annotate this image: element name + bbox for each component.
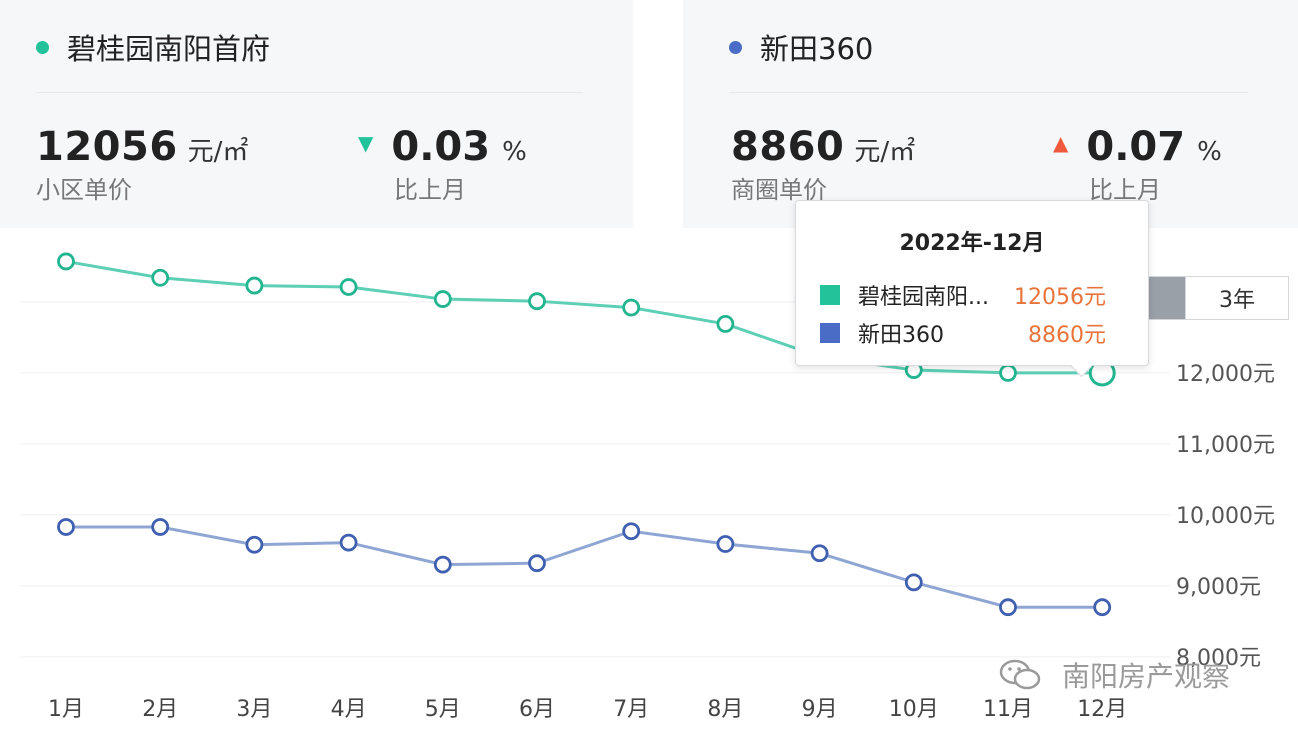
y-tick-label: 11,000元 [1176,433,1275,458]
up-arrow-icon: ▲ [1053,131,1069,155]
series-dot-icon [36,40,49,54]
tooltip-title: 2022年-12月 [899,231,1045,256]
watermark-text: 南阳房产观察 [1062,660,1231,693]
data-point [151,268,170,287]
y-tick-label: 12,000元 [1176,362,1275,387]
data-point [57,518,75,536]
data-point [433,290,452,308]
tooltip-series-name: 新田360 [858,323,944,348]
data-point [716,315,735,333]
data-point [999,363,1017,382]
series-swatch-icon [820,285,840,305]
data-point [622,298,641,317]
x-tick-label: 5月 [425,697,461,722]
data-point [1093,598,1112,617]
y-tick-label: 9,000元 [1176,575,1261,600]
month-change: ▼ 0.03 % [358,124,527,170]
district-price-unit: 元/㎡ [854,137,916,167]
data-point [245,276,264,295]
project-name-text: 碧桂园南阳首府 [67,32,271,66]
divider [729,92,1248,93]
district-price-value: 8860 [731,124,845,170]
series-dot-icon [729,40,742,54]
x-tick-label: 2月 [142,697,178,722]
data-point [151,518,170,536]
series-line [66,525,1103,609]
watermark: 南阳房产观察 [998,655,1230,695]
unit-price-unit: 元/㎡ [187,137,249,167]
data-point [528,292,546,311]
district-name-text: 新田360 [760,32,874,66]
data-point [904,573,923,592]
range-selector: 3年 [1148,276,1289,320]
range-option-3y[interactable]: 3年 [1185,276,1289,320]
x-tick-label: 4月 [331,697,367,722]
district-summary-card: 新田360 8860 元/㎡ 商圈单价 ▲ 0.07 % 比上月 [683,0,1298,228]
x-tick-label: 11月 [983,697,1033,722]
chart-tooltip: 2022年-12月 碧桂园南阳... 12056元 新田360 8860元 [795,200,1149,366]
data-point [716,535,735,553]
x-tick-label: 7月 [613,697,649,722]
price-trend-chart: 13,000元12,000元11,000元10,000元9,000元8,000元… [20,252,1275,722]
series-swatch-icon [820,323,840,343]
month-change-value: 0.03 [391,124,491,170]
divider [36,92,583,93]
x-tick-label: 1月 [48,697,84,722]
data-point [339,533,358,552]
data-point [622,522,641,541]
tooltip-series-value: 8860元 [1028,323,1106,348]
district-price: 8860 元/㎡ [731,124,915,170]
tooltip-row: 碧桂园南阳... 12056元 [820,279,1106,311]
data-point [433,555,452,574]
unit-price-value: 12056 [36,124,178,170]
down-arrow-icon: ▼ [358,131,374,155]
x-tick-label: 9月 [802,697,838,722]
y-tick-label: 10,000元 [1176,504,1275,529]
x-tick-label: 6月 [519,697,555,722]
project-name: 碧桂园南阳首府 [36,26,270,68]
x-tick-label: 8月 [707,697,743,722]
y-tick-label: 8,000元 [1176,646,1261,671]
district-name: 新田360 [729,26,873,68]
month-change-unit: % [502,137,527,167]
range-option-1y[interactable] [1148,276,1185,320]
series-line [65,259,1103,375]
data-point [999,598,1017,617]
district-month-change: ▲ 0.07 % [1053,124,1222,170]
data-point [810,544,829,563]
data-point [339,278,358,296]
month-change-caption: 比上月 [394,176,466,204]
tooltip-series-name: 碧桂园南阳... [858,285,989,310]
x-tick-label: 3月 [236,697,272,722]
district-change-value: 0.07 [1086,124,1186,170]
x-tick-label: 12月 [1077,697,1127,722]
unit-price-caption: 小区单价 [36,176,132,204]
project-summary-card: 碧桂园南阳首府 12056 元/㎡ 小区单价 ▼ 0.03 % 比上月 [0,0,633,228]
data-point [245,535,264,554]
x-tick-label: 10月 [889,697,939,722]
data-point [57,252,75,271]
unit-price: 12056 元/㎡ [36,124,248,170]
tooltip-row: 新田360 8860元 [820,317,1106,349]
tooltip-series-value: 12056元 [1014,285,1106,310]
data-point [528,554,546,573]
district-change-unit: % [1197,137,1222,167]
wechat-icon [999,659,1041,690]
